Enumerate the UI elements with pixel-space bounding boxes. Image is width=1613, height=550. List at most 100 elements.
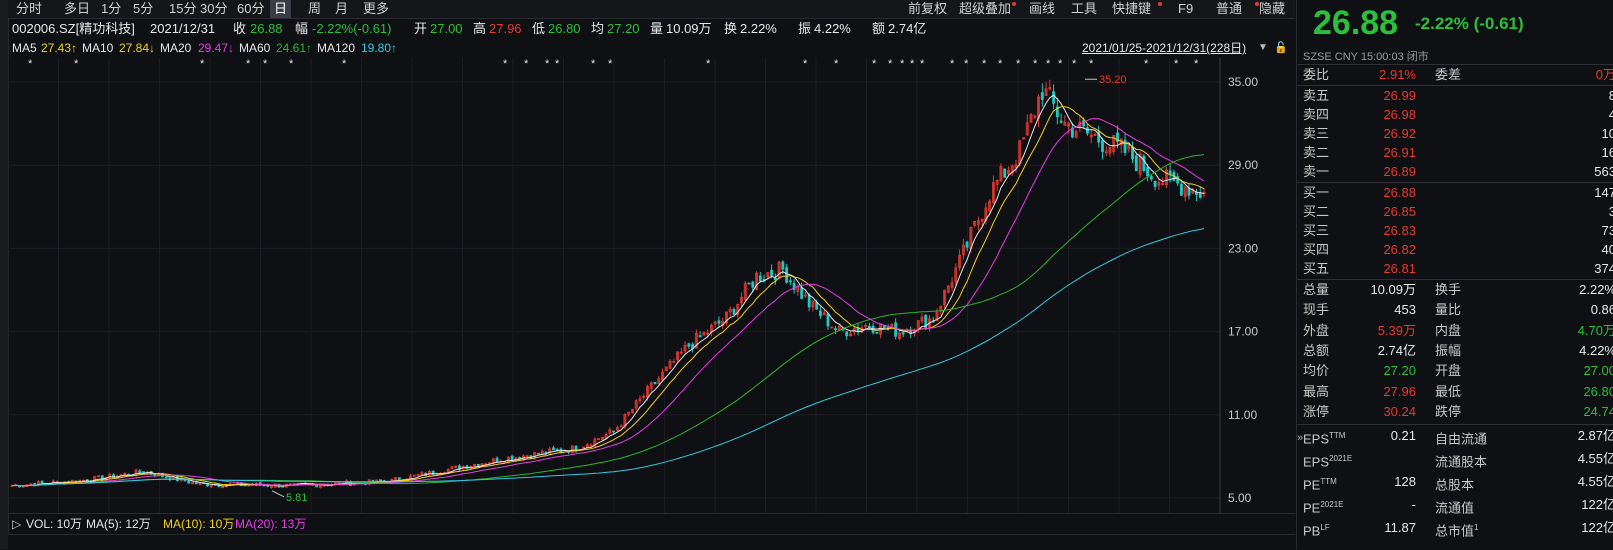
bid-volume: 374 [1594,261,1613,276]
toolbar-btn-7[interactable]: 隐藏 [1259,1,1286,16]
ma-legend: MA5 27.43↑ MA10 27.84↓ MA20 29.47↓ MA60 … [8,39,1295,57]
fund-label: PE [1303,500,1321,516]
stat-label-2: 最低 [1435,383,1462,399]
fund-value: 0.21 [1390,428,1416,443]
stock-code[interactable]: 002006.SZ[精功科技] [12,21,135,36]
toolbar-btn-5[interactable]: F9 [1178,1,1194,16]
candle-body [292,482,296,485]
candle-body [1044,88,1048,97]
ask-row: 卖一 26.89 563 [1297,162,1613,181]
candle-body [420,472,424,476]
chg-label: 幅 [295,21,309,36]
kline-chart[interactable]: 35.00 29.00 23.00 17.00 11.00 5.00 * * * * * * * * * * *… [8,58,1294,513]
period-tab-0[interactable]: 分时 [16,1,43,16]
candle-body [882,325,886,330]
stat-row: 均价 27.20 开盘 27.00 [1297,361,1613,380]
expand-panel-icon[interactable]: » [1297,432,1304,444]
candle-body [600,436,604,440]
ask-volume: 563 [1594,164,1613,179]
stat-label: 总额 [1303,342,1330,358]
lock-icon[interactable]: 🔓 [1274,42,1288,54]
fund-label-sup: 2021E [1329,454,1353,463]
period-tab-6[interactable]: 60分 [237,1,265,16]
fund-label-2: 流通值 [1435,500,1475,516]
candle-body [924,314,928,329]
candle-body [679,351,683,354]
ma20-value: 29.47↓ [198,41,235,55]
bid-label: 买二 [1303,204,1330,219]
period-tab-2[interactable]: 1分 [101,1,122,16]
avg-label: 均 [591,21,605,36]
fund-value: - [1411,497,1416,512]
candle-body [698,335,702,338]
ask-row: 卖二 26.91 16 [1297,143,1613,162]
stat-label-2: 量比 [1435,302,1462,318]
range-dropdown-icon[interactable]: ▼ [1258,42,1268,53]
stat-row: 最高 27.96 最低 26.80 [1297,382,1613,401]
ma120-value: 19.80↑ [361,41,398,55]
candle-body [773,277,777,281]
toolbar-btn-6[interactable]: 普通 [1216,1,1243,16]
date-range[interactable]: 2021/01/25-2021/12/31(228日) [1082,41,1247,55]
period-tab-10[interactable]: 更多 [363,1,390,16]
candle-body [623,414,627,428]
candle-body [612,430,616,433]
candle-body [1022,137,1025,140]
period-tab-1[interactable]: 多日 [64,1,91,16]
period-tab-7[interactable]: 日 [270,0,292,18]
candle-body [473,464,476,467]
event-star: * [1058,58,1063,70]
stat-value: 27.96 [1383,383,1416,399]
event-star: * [964,58,969,70]
candle-body [1108,147,1112,154]
ma120-line [11,228,1205,487]
candle-body [608,429,612,434]
vol-label: 量 [650,21,664,36]
low-value: 26.80 [548,21,581,36]
candle-body [1089,134,1093,138]
toolbar-btn-4[interactable]: 快捷键 [1112,1,1152,16]
candle-body [943,289,946,306]
stat-label: 涨停 [1303,403,1330,419]
fund-label: PE [1303,477,1321,493]
candle-body [803,294,807,297]
toolbar-btn-3[interactable]: 工具 [1071,1,1098,16]
period-tab-9[interactable]: 月 [335,1,349,16]
ask-volume: 8 [1608,88,1613,103]
period-tab-4[interactable]: 15分 [169,1,197,16]
toolbar-btn-0[interactable]: 前复权 [908,1,948,16]
candle-body [706,332,710,335]
candle-body [781,261,785,270]
candle-body [834,328,837,331]
candle-body [1070,127,1074,138]
period-tab-8[interactable]: 周 [308,1,322,16]
toolbar-btn-2[interactable]: 画线 [1029,1,1056,16]
bid-row: 买三 26.83 73 [1297,221,1613,240]
vol-collapse-icon[interactable]: ▷ [12,517,22,531]
event-star: * [1046,58,1051,70]
candle-body [822,312,826,316]
high-annot-label: 35.20 [1099,74,1127,86]
candle-body [668,360,672,369]
fund-label: EPS [1303,454,1330,470]
candle-body [984,207,988,221]
low-annot-label: 5.81 [286,492,307,504]
stat-value-2: 26.80 [1583,383,1613,399]
toolbar-btn-1[interactable]: 超级叠加 [959,1,1012,16]
ma60-line [11,154,1205,487]
fund-row: EPSTTM 0.21 自由流通 2.87亿 [1297,426,1613,446]
period-tab-3[interactable]: 5分 [133,1,154,16]
candle-body [664,366,668,372]
ma5-line [11,94,1205,487]
candle-body [1025,122,1029,136]
y-tick-label: 11.00 [1228,408,1257,422]
period-tab-5[interactable]: 30分 [200,1,228,16]
stat-label: 现手 [1303,302,1330,318]
stat-label: 外盘 [1303,322,1330,338]
stat-value: 2.74亿 [1377,342,1416,358]
candle-body [187,480,191,484]
candle-body [826,313,830,327]
quote-info-line: 002006.SZ[精功科技] 2021/12/31 收 26.88 幅 -2.… [8,19,1295,39]
candle-body [965,241,969,248]
candle-body [728,308,732,313]
